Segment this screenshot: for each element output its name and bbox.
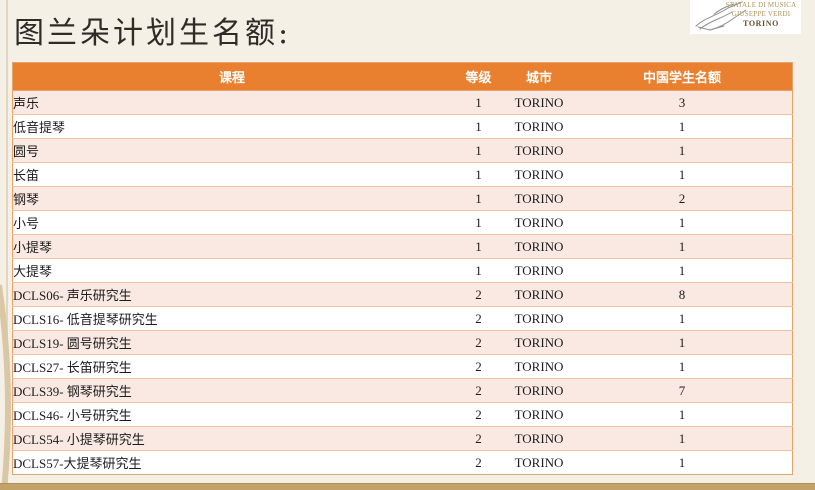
quota-cell: 1 — [572, 426, 793, 451]
table-row: DCLS16- 低音提琴研究生 2 TORINO 1 — [12, 306, 793, 331]
table-row: DCLS54- 小提琴研究生 2 TORINO 1 — [12, 426, 793, 451]
left-edge-line — [6, 0, 8, 490]
course-cell: DCLS39- 钢琴研究生 — [12, 378, 451, 403]
header-city: 城市 — [506, 62, 572, 91]
city-cell: TORINO — [506, 258, 572, 283]
quota-table: 课程 等级 城市 中国学生名额 声乐 1 TORINO 3 低音提琴 1 TOR… — [12, 62, 793, 475]
course-cell: DCLS06- 声乐研究生 — [12, 282, 451, 307]
logo-text: STATALE DI MUSICA GIUSEPPE VERDI TORINO — [722, 1, 800, 29]
course-cell: DCLS57-大提琴研究生 — [12, 450, 451, 475]
level-cell: 1 — [451, 234, 506, 259]
table-row: DCLS19- 圆号研究生 2 TORINO 1 — [12, 330, 793, 355]
level-cell: 1 — [475, 94, 482, 110]
table-row: DCLS27- 长笛研究生 2 TORINO 1 — [12, 354, 793, 379]
quota-cell: 1 — [572, 258, 793, 283]
city-cell: TORINO — [506, 306, 572, 331]
city-cell: TORINO — [506, 234, 572, 259]
quota-cell: 1 — [572, 450, 793, 475]
quota-cell: 8 — [572, 282, 793, 307]
table-row: DCLS06- 声乐研究生 2 TORINO 8 — [12, 282, 793, 307]
city-cell: TORINO — [506, 282, 572, 307]
header-course: 课程 — [12, 62, 451, 91]
city-cell: TORINO — [506, 138, 572, 163]
level-cell: 2 — [451, 330, 506, 355]
table-row: 小提琴 1 TORINO 1 — [12, 234, 793, 259]
level-cell: 1 — [451, 138, 506, 163]
quota-cell: 7 — [572, 378, 793, 403]
level-cell: 2 — [451, 354, 506, 379]
course-cell: DCLS54- 小提琴研究生 — [12, 426, 451, 451]
city-cell: TORINO — [506, 378, 572, 403]
quota-cell: 2 — [572, 186, 793, 211]
city-cell: TORINO — [506, 114, 572, 139]
table-row: DCLS57-大提琴研究生 2 TORINO 1 — [12, 450, 793, 475]
level-cell: 1 — [451, 210, 506, 235]
city-cell: TORINO — [506, 210, 572, 235]
page-title: 图兰朵计划生名额: — [14, 16, 292, 51]
level-cell: 1 — [451, 258, 506, 283]
city-cell: TORINO — [514, 94, 564, 110]
quota-cell: 1 — [572, 210, 793, 235]
quota-cell: 1 — [572, 114, 793, 139]
level-cell: 2 — [451, 282, 506, 307]
course-cell: 低音提琴 — [12, 114, 451, 139]
level-cell: 2 — [451, 306, 506, 331]
course-cell: DCLS46- 小号研究生 — [12, 402, 451, 427]
city-cell: TORINO — [506, 330, 572, 355]
level-cell: 2 — [451, 402, 506, 427]
course-cell: 圆号 — [12, 138, 451, 163]
header-level: 等级 — [451, 62, 506, 91]
table-row: 声乐 1 TORINO 3 — [12, 90, 793, 115]
table-row: 小号 1 TORINO 1 — [12, 210, 793, 235]
quota-cell: 1 — [572, 306, 793, 331]
table-row: 圆号 1 TORINO 1 — [12, 138, 793, 163]
table-body: 声乐 1 TORINO 3 低音提琴 1 TORINO 1 圆号 1 TORIN… — [12, 90, 793, 475]
city-cell: TORINO — [506, 402, 572, 427]
level-cell: 2 — [451, 426, 506, 451]
course-cell: DCLS19- 圆号研究生 — [12, 330, 451, 355]
course-cell: 长笛 — [12, 162, 451, 187]
table-row: 低音提琴 1 TORINO 1 — [12, 114, 793, 139]
level-cell: 1 — [451, 114, 506, 139]
course-cell: 声乐 — [13, 96, 40, 111]
level-cell: 1 — [451, 186, 506, 211]
quota-cell: 1 — [572, 354, 793, 379]
course-cell: 钢琴 — [12, 186, 451, 211]
quota-cell: 1 — [572, 330, 793, 355]
table-row: 钢琴 1 TORINO 2 — [12, 186, 793, 211]
table-header-row: 课程 等级 城市 中国学生名额 — [12, 62, 793, 91]
logo-line-1: STATALE DI MUSICA — [725, 1, 797, 9]
level-cell: 2 — [451, 450, 506, 475]
level-cell: 2 — [451, 378, 506, 403]
course-cell: DCLS27- 长笛研究生 — [12, 354, 451, 379]
logo-line-2: GIUSEPPE VERDI — [731, 9, 791, 18]
quota-cell: 1 — [572, 234, 793, 259]
bottom-bar — [0, 483, 815, 490]
header-quota: 中国学生名额 — [572, 62, 793, 91]
city-cell: TORINO — [506, 162, 572, 187]
city-cell: TORINO — [506, 450, 572, 475]
course-cell: DCLS16- 低音提琴研究生 — [12, 306, 451, 331]
table-row: 大提琴 1 TORINO 1 — [12, 258, 793, 283]
quota-cell: 3 — [678, 94, 686, 110]
quota-cell: 1 — [572, 138, 793, 163]
course-cell: 小号 — [12, 210, 451, 235]
city-cell: TORINO — [506, 354, 572, 379]
quota-cell: 1 — [572, 162, 793, 187]
quota-cell: 1 — [572, 402, 793, 427]
table-row: DCLS46- 小号研究生 2 TORINO 1 — [12, 402, 793, 427]
table-row: 长笛 1 TORINO 1 — [12, 162, 793, 187]
course-cell: 大提琴 — [12, 258, 451, 283]
level-cell: 1 — [451, 162, 506, 187]
table-row: DCLS39- 钢琴研究生 2 TORINO 7 — [12, 378, 793, 403]
logo-line-3: TORINO — [743, 18, 779, 28]
conservatory-logo: STATALE DI MUSICA GIUSEPPE VERDI TORINO — [690, 0, 801, 34]
hands-icon — [695, 1, 747, 31]
city-cell: TORINO — [506, 186, 572, 211]
course-cell: 小提琴 — [12, 234, 451, 259]
city-cell: TORINO — [506, 426, 572, 451]
